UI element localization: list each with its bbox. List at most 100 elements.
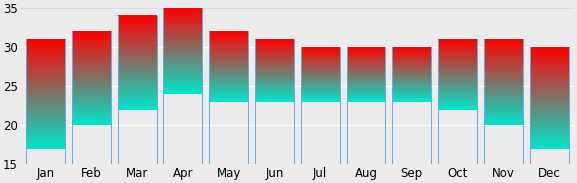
Bar (118, 50, 156, 51)
Bar (26, 141, 65, 142)
Bar (26, 107, 65, 108)
Bar (438, 42, 477, 43)
Bar (255, 88, 294, 89)
Bar (26, 102, 65, 103)
Bar (118, 92, 156, 93)
Bar (255, 54, 294, 55)
Bar (118, 106, 156, 107)
Bar (438, 95, 477, 96)
Bar (530, 88, 568, 89)
Bar (26, 98, 65, 99)
Bar (118, 28, 156, 29)
Bar (438, 74, 477, 75)
Bar (301, 72, 340, 73)
Bar (26, 134, 65, 135)
Bar (438, 101, 477, 102)
Bar (392, 97, 431, 98)
Bar (438, 103, 477, 104)
Bar (255, 90, 294, 91)
Bar (118, 75, 156, 76)
Bar (255, 82, 294, 83)
Bar (347, 94, 385, 95)
Bar (72, 71, 111, 72)
Bar (392, 64, 431, 65)
Bar (347, 87, 385, 88)
Bar (209, 47, 248, 48)
Bar (438, 55, 477, 56)
Bar (347, 77, 385, 78)
Bar (255, 73, 294, 74)
Bar (392, 67, 431, 68)
Bar (255, 72, 294, 73)
Bar (72, 35, 111, 36)
Bar (72, 70, 111, 71)
Bar (209, 40, 248, 41)
Bar (163, 78, 203, 79)
Bar (347, 84, 385, 85)
Bar (530, 117, 568, 118)
Bar (163, 16, 203, 17)
Bar (392, 91, 431, 92)
Bar (347, 79, 385, 80)
Bar (163, 23, 203, 24)
Bar (255, 57, 294, 58)
Bar (72, 45, 111, 46)
Bar (26, 138, 65, 139)
Bar (484, 51, 523, 52)
Bar (255, 42, 294, 43)
Bar (26, 146, 65, 147)
Bar (301, 66, 340, 67)
Bar (530, 78, 568, 79)
Bar (438, 97, 477, 98)
Bar (118, 21, 156, 22)
Bar (392, 99, 431, 100)
Bar (26, 112, 65, 113)
Bar (530, 81, 568, 82)
Bar (484, 104, 523, 105)
Bar (530, 75, 568, 76)
Bar (26, 133, 65, 134)
Bar (392, 81, 431, 82)
Bar (209, 90, 248, 91)
Bar (484, 106, 523, 107)
Bar (347, 101, 385, 102)
Bar (347, 68, 385, 69)
Bar (484, 115, 523, 116)
Bar (301, 64, 340, 65)
Bar (392, 96, 431, 97)
Bar (438, 90, 477, 91)
Bar (72, 76, 111, 77)
Bar (72, 66, 111, 67)
Bar (392, 88, 431, 89)
Bar (26, 67, 65, 68)
Bar (163, 61, 203, 62)
Bar (72, 49, 111, 50)
Bar (209, 74, 248, 75)
Bar (26, 70, 65, 71)
Bar (26, 97, 65, 98)
Bar (301, 84, 340, 85)
Bar (72, 121, 111, 122)
Bar (209, 58, 248, 59)
Bar (347, 90, 385, 91)
Bar (347, 63, 385, 64)
Bar (530, 105, 568, 106)
Bar (72, 81, 111, 82)
Bar (347, 72, 385, 73)
Bar (438, 94, 477, 95)
Bar (530, 148, 568, 149)
Bar (301, 62, 340, 63)
Bar (255, 65, 294, 66)
Bar (72, 79, 111, 80)
Bar (26, 122, 65, 123)
Bar (438, 104, 477, 105)
Bar (301, 79, 340, 80)
Bar (255, 96, 294, 97)
Bar (530, 70, 568, 71)
Bar (392, 68, 431, 69)
Bar (163, 42, 203, 43)
Bar (255, 72, 294, 73)
Bar (484, 96, 523, 97)
Bar (72, 35, 111, 36)
Bar (255, 43, 294, 44)
